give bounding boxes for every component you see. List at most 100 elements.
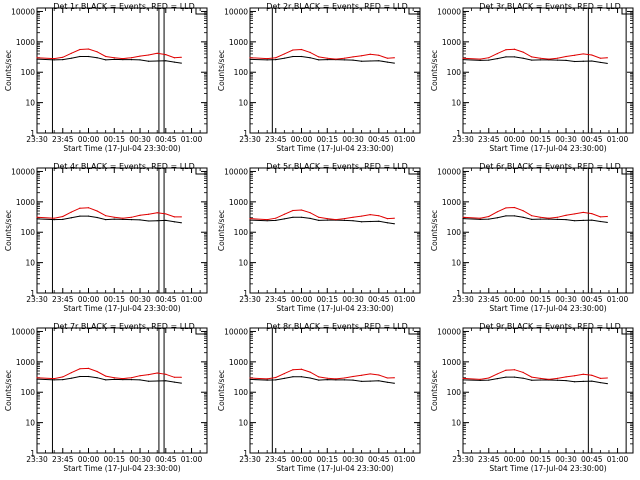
- data-point-lld: [582, 211, 584, 213]
- data-point-lld: [122, 378, 124, 380]
- data-point-events: [130, 219, 133, 221]
- y-tick-label: 10000: [437, 327, 461, 336]
- data-point-events: [361, 380, 363, 382]
- data-point-events: [96, 377, 98, 379]
- corner-box: [408, 7, 421, 15]
- data-point-lld: [318, 376, 320, 378]
- data-point-events: [335, 379, 337, 381]
- data-point-events: [531, 59, 533, 61]
- x-axis-label: Start Time (17-Jul-04 23:30:00): [489, 304, 606, 313]
- y-tick-label: 100: [21, 68, 36, 77]
- data-point-lld: [180, 56, 182, 58]
- data-point-events: [113, 378, 115, 380]
- data-point-events: [556, 59, 559, 61]
- panel-6: Det 6r BLACK = Events, RED = LLD 1 10 100 10…: [430, 162, 634, 313]
- data-point-events: [79, 375, 81, 378]
- data-point-lld: [139, 55, 141, 57]
- data-point-events: [36, 378, 38, 380]
- y-axis-label: Counts/sec: [430, 210, 439, 251]
- panel-title: Det 7r BLACK = Events, RED = LLD: [53, 322, 195, 331]
- data-point-events: [156, 220, 158, 222]
- data-point-lld: [113, 377, 115, 379]
- panel-title: Det 3r BLACK = Events, RED = LLD: [479, 2, 621, 11]
- data-point-lld: [79, 368, 81, 370]
- data-point-lld: [283, 373, 285, 375]
- data-point-lld: [574, 375, 576, 377]
- data-point-lld: [266, 219, 268, 221]
- x-tick-label: 00:45: [368, 455, 390, 464]
- panel-title: Det 8r BLACK = Events, RED = LLD: [266, 322, 408, 331]
- data-point-lld: [479, 58, 481, 60]
- data-point-events: [36, 218, 38, 220]
- x-tick-label: 23:45: [265, 455, 287, 464]
- y-tick-label: 10: [451, 99, 461, 108]
- corner-box: [195, 327, 208, 335]
- data-point-lld: [556, 57, 559, 59]
- data-point-lld: [496, 53, 498, 55]
- data-point-events: [87, 55, 90, 58]
- data-point-lld: [361, 374, 363, 376]
- data-point-lld: [393, 57, 395, 59]
- data-point-lld: [309, 371, 311, 373]
- data-point-events: [266, 59, 268, 61]
- data-point-events: [531, 218, 533, 220]
- y-tick-label: 1: [456, 289, 461, 298]
- data-point-lld: [148, 54, 150, 56]
- data-point-events: [513, 376, 516, 378]
- panel-8: Det 8r BLACK = Events, RED = LLD 1 10 100 10…: [217, 322, 421, 473]
- data-point-lld: [326, 377, 328, 379]
- panel-3: Det 3r BLACK = Events, RED = LLD 1 10 100 10…: [430, 2, 634, 153]
- data-point-lld: [148, 213, 150, 215]
- x-tick-label: 00:30: [342, 295, 364, 304]
- x-tick-label: 23:45: [478, 135, 500, 144]
- data-point-lld: [326, 57, 328, 59]
- panel-9: Det 9r BLACK = Events, RED = LLD 1 10 100 10…: [430, 322, 634, 473]
- data-point-lld: [300, 209, 303, 211]
- x-tick-label: 00:00: [504, 295, 526, 304]
- y-tick-label: 100: [21, 388, 36, 397]
- data-point-lld: [335, 219, 337, 221]
- data-point-lld: [79, 207, 81, 209]
- data-point-events: [113, 58, 115, 60]
- x-tick-label: 00:30: [129, 455, 151, 464]
- data-point-events: [62, 59, 64, 61]
- data-point-lld: [309, 212, 311, 214]
- data-point-lld: [53, 217, 55, 219]
- corner-box: [408, 167, 421, 175]
- data-point-events: [393, 223, 395, 225]
- corner-box: [621, 167, 634, 175]
- y-tick-label: 1000: [442, 38, 461, 47]
- x-tick-label: 00:15: [316, 295, 338, 304]
- data-point-events: [139, 219, 141, 221]
- data-point-events: [496, 58, 498, 60]
- data-point-events: [361, 221, 363, 223]
- data-point-lld: [148, 374, 150, 376]
- data-point-lld: [62, 215, 64, 218]
- data-point-events: [173, 381, 175, 383]
- data-point-events: [386, 61, 388, 63]
- data-point-events: [139, 379, 141, 381]
- data-point-lld: [173, 376, 175, 378]
- data-point-events: [352, 59, 354, 61]
- plot-frame: [249, 7, 421, 134]
- data-point-events: [386, 381, 388, 383]
- data-point-lld: [96, 370, 98, 373]
- x-tick-label: 00:30: [129, 135, 151, 144]
- data-point-lld: [70, 372, 72, 374]
- y-tick-label: 100: [447, 228, 462, 237]
- x-tick-label: 23:45: [265, 295, 287, 304]
- data-point-lld: [70, 52, 72, 54]
- panel-title: Det 1r BLACK = Events, RED = LLD: [53, 2, 195, 11]
- x-axis-label: Start Time (17-Jul-04 23:30:00): [63, 464, 180, 473]
- data-point-events: [539, 218, 541, 220]
- x-tick-label: 01:00: [394, 295, 416, 304]
- x-tick-label: 00:15: [103, 135, 125, 144]
- panel-title: Det 2r BLACK = Events, RED = LLD: [266, 2, 408, 11]
- data-point-events: [70, 217, 72, 219]
- y-tick-label: 10000: [224, 167, 248, 176]
- x-tick-label: 23:30: [239, 295, 261, 304]
- corner-box: [408, 327, 421, 335]
- y-tick-label: 100: [234, 388, 249, 397]
- panel-5: Det 5r BLACK = Events, RED = LLD 1 10 100 10…: [217, 162, 421, 313]
- data-point-lld: [548, 217, 550, 219]
